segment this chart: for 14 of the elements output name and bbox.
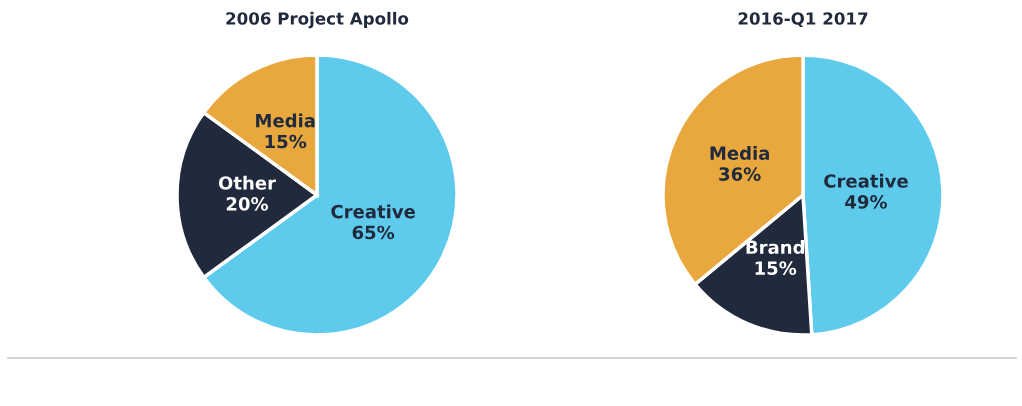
slice-label: Media — [710, 146, 769, 160]
data-label: 65% — [352, 225, 395, 240]
data-label: 49% — [845, 195, 887, 209]
slice-label: Other — [218, 175, 276, 190]
slice-label: Brand — [746, 240, 804, 255]
slice-label: Media — [256, 113, 315, 128]
data-label: 20% — [226, 197, 269, 211]
slice-label: Creative — [331, 204, 415, 219]
data-label: 36% — [719, 167, 761, 181]
chart-title: 2006 Project Apollo — [226, 11, 409, 29]
slice-label: Creative — [824, 173, 908, 188]
data-label: 15% — [755, 261, 797, 275]
data-label: 15% — [265, 134, 307, 149]
chart-title: 2016-Q1 2017 — [738, 12, 868, 28]
